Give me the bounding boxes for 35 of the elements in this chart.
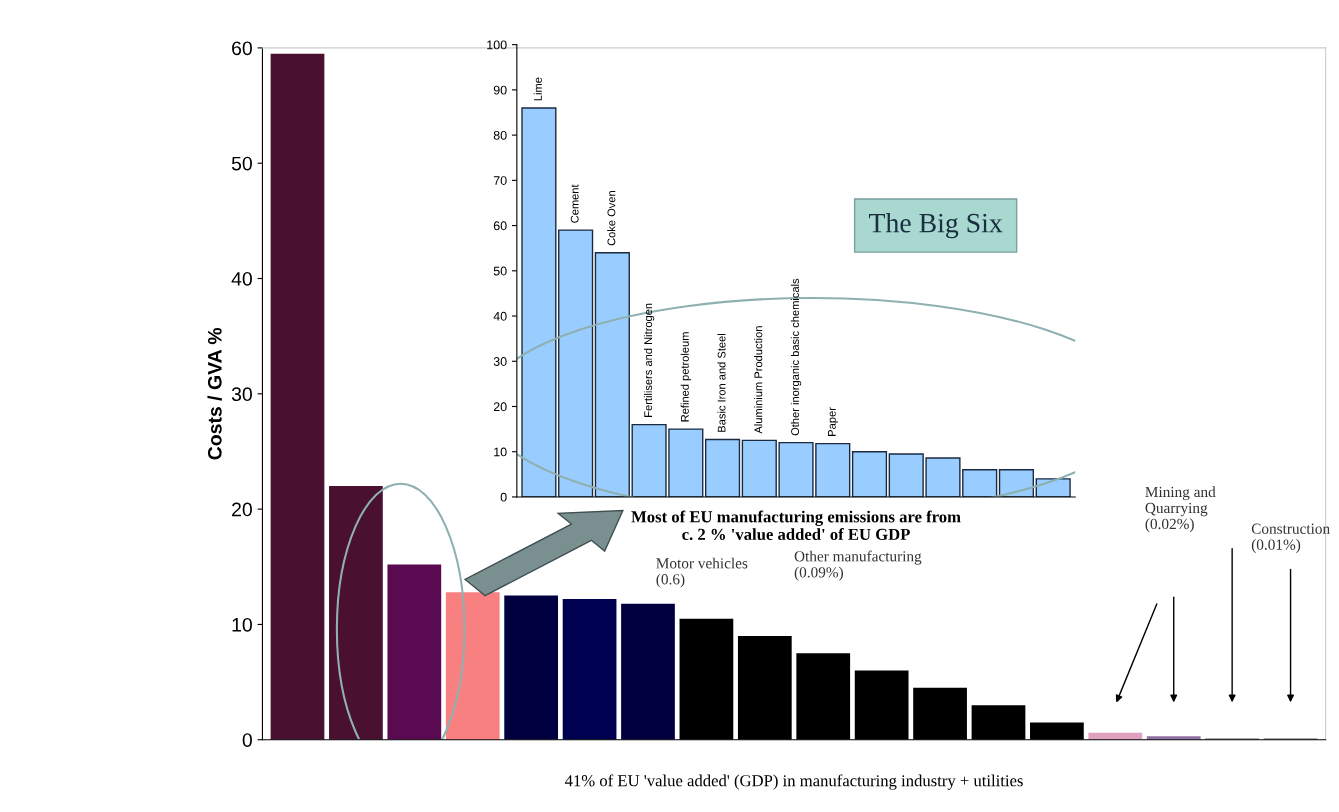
y-tick-label: 10 — [494, 447, 507, 457]
x-tick-label: Lime — [533, 77, 542, 101]
annotation: Motor vehicles (0.6) — [656, 557, 748, 588]
y-tick-label: 20 — [493, 402, 507, 412]
y-tick-label: 0 — [500, 492, 507, 502]
y-tick-label: 0 — [242, 733, 252, 747]
y-tick-label: 100 — [487, 40, 507, 50]
y-tick-label: 20 — [232, 502, 252, 517]
x-tick-label: Basic Iron and Steel — [717, 334, 726, 432]
x-tick-label: Coke Oven — [607, 191, 616, 246]
y-tick-label: 50 — [493, 266, 507, 276]
y-tick-label: 40 — [231, 271, 252, 286]
y-tick-label: 10 — [232, 617, 252, 632]
x-tick-label: Other inorganic basic chemicals — [790, 278, 802, 436]
y-tick-label: 90 — [493, 85, 507, 95]
y-tick-label: 50 — [231, 156, 252, 171]
annotation: Construction (0.01%) — [1251, 523, 1330, 553]
y-tick-label: 70 — [493, 176, 507, 185]
x-tick-label: Fertilisers and Nitrogen — [643, 303, 655, 417]
x-tick-label: Refined petroleum — [680, 332, 692, 422]
y-tick-label: 40 — [493, 311, 507, 321]
x-tick-label: Aluminium Production — [754, 326, 763, 434]
y-tick-label: 60 — [493, 221, 507, 231]
y-tick-label: 30 — [231, 387, 252, 402]
annotation: Mining and Quarrying (0.02%) — [1145, 486, 1216, 533]
annotation: The Big Six — [869, 212, 1003, 239]
y-tick-label: 60 — [232, 41, 252, 56]
y-axis-title: Costs / GVA % — [207, 327, 222, 460]
y-tick-label: 80 — [493, 130, 507, 140]
x-tick-label: Cement — [570, 184, 579, 223]
annotation: Most of EU manufacturing emissions are from c. 2 % 'value added' of EU GDP — [631, 510, 961, 541]
x-axis-title: 41% of EU 'value added' (GDP) in manufacturing industry + utilities — [564, 774, 1023, 790]
annotation: Other manufacturing (0.09%) — [794, 550, 922, 581]
x-tick-label: Paper — [828, 407, 838, 436]
y-tick-label: 30 — [493, 357, 507, 366]
